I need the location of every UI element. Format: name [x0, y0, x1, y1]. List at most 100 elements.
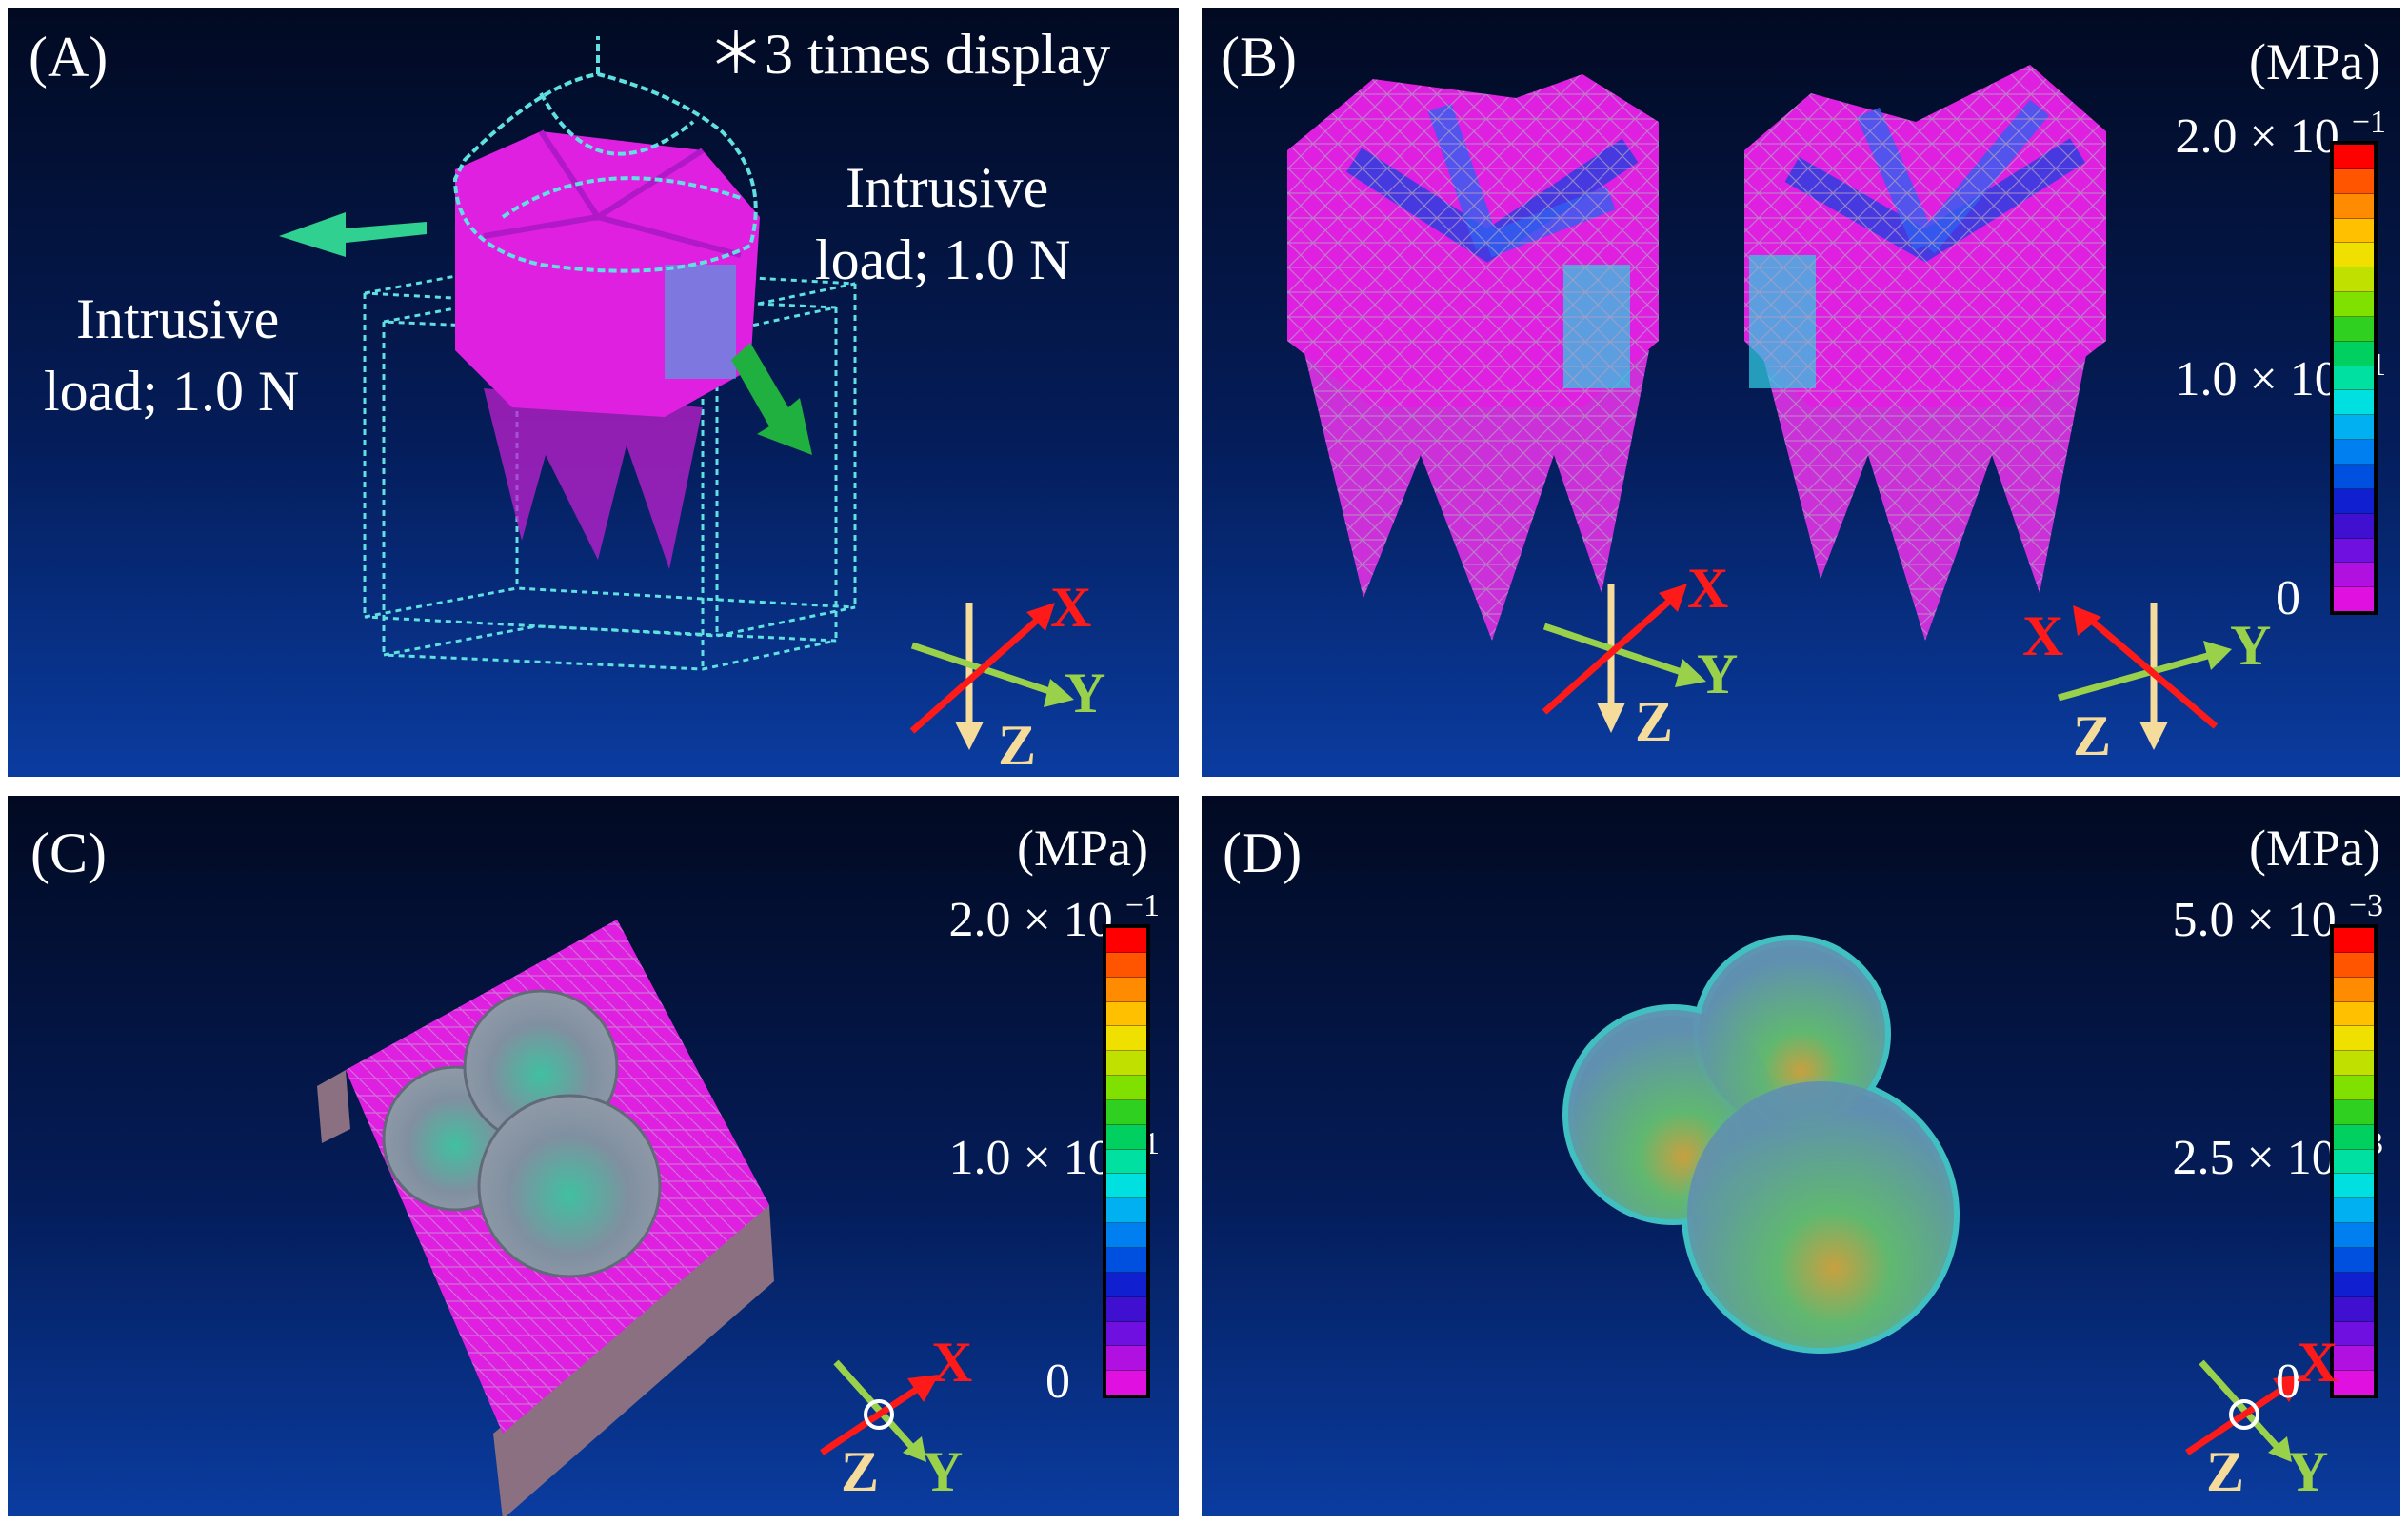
colorbar-segment — [1106, 1198, 1146, 1224]
panel-b-unit: (MPa) — [2249, 33, 2380, 90]
alveolar-socket-illustration — [317, 920, 939, 1516]
panel-b-label: (B) — [1221, 26, 1297, 89]
colorbar-segment — [2334, 292, 2374, 317]
load-label-right-line2: load; 1.0 N — [815, 228, 1071, 291]
tooth-model — [455, 129, 760, 569]
axis-y-label-b-left: Y — [1697, 643, 1739, 705]
panel-d-tick-zero: 0 — [2276, 1355, 2300, 1409]
colorbar-segment — [2334, 1149, 2374, 1175]
colorbar-segment — [2334, 267, 2374, 293]
colorbar-segment — [2334, 1026, 2374, 1052]
axes-triad-c — [820, 1359, 939, 1462]
colorbar-segment — [2334, 1076, 2374, 1100]
colorbar-segment — [2334, 415, 2374, 441]
colorbar-segment — [1106, 1099, 1146, 1125]
colorbar-segment — [1106, 1346, 1146, 1372]
colorbar-segment — [2334, 1247, 2374, 1273]
axis-x-label-b-right: X — [2022, 604, 2064, 667]
colorbar-segment — [1106, 1321, 1146, 1347]
colorbar-segment — [1106, 1076, 1146, 1100]
axes-triad-b-left — [1542, 584, 1706, 733]
colorbar-segment — [1106, 952, 1146, 978]
tooth-model-right — [1744, 65, 2106, 641]
load-label-right-line1: Intrusive — [846, 156, 1049, 219]
load-label-left-line1: Intrusive — [76, 287, 280, 350]
crown-wireframe — [452, 36, 758, 273]
axis-x-label-d: X — [2297, 1331, 2338, 1394]
tooth-model-left — [1287, 74, 1659, 641]
colorbar-segment — [2334, 366, 2374, 391]
axis-x-label-c: X — [931, 1331, 973, 1394]
colorbar-segment — [2334, 977, 2374, 1002]
tooth-wireframe-illustration — [279, 36, 1074, 750]
bone-block-model — [317, 920, 774, 1516]
axis-y-label-d: Y — [2287, 1440, 2329, 1503]
panel-a-label: (A) — [29, 26, 109, 89]
colorbar-segment — [2334, 464, 2374, 489]
colorbar-segment — [2334, 1124, 2374, 1150]
panel-c-colorbar — [1103, 924, 1150, 1398]
axis-z-label-b-left: Z — [1635, 690, 1674, 753]
periodontal-stress-illustration — [1287, 65, 2232, 750]
axis-x-label-a: X — [1050, 576, 1092, 639]
colorbar-segment — [2334, 243, 2374, 268]
colorbar-segment — [2334, 1198, 2374, 1224]
panel-c-unit: (MPa) — [1017, 820, 1148, 877]
colorbar-segment — [2334, 488, 2374, 514]
socket-stress-illustration — [1562, 935, 2304, 1462]
colorbar-segment — [2334, 1001, 2374, 1027]
colorbar-segment — [2334, 341, 2374, 366]
load-arrow-left — [279, 212, 427, 257]
colorbar-segment — [2334, 928, 2374, 953]
colorbar-segment — [1106, 1296, 1146, 1322]
panel-b-colorbar — [2330, 141, 2378, 615]
panel-c-tick-max: 2.0 × 10 −1 — [948, 888, 1160, 947]
panel-d: (D) (MPa) 5.0 × 10 −3 2.5 × 10 −3 0 X Y … — [1202, 796, 2400, 1516]
colorbar-segment — [2334, 1296, 2374, 1322]
axis-y-label-c: Y — [922, 1440, 964, 1503]
socket-model — [1562, 935, 1960, 1354]
colorbar-segment — [1106, 1247, 1146, 1273]
colorbar-segment — [2334, 1174, 2374, 1199]
colorbar-segment — [2334, 390, 2374, 416]
colorbar-segment — [1106, 1223, 1146, 1248]
colorbar-segment — [2334, 587, 2374, 612]
colorbar-segment — [2334, 563, 2374, 588]
colorbar-segment — [2334, 1099, 2374, 1125]
panel-d-colorbar — [2330, 924, 2378, 1398]
panel-c: (C) (MPa) 2.0 × 10 −1 1.0 × 10 −1 0 X Y … — [8, 796, 1179, 1516]
colorbar-segment — [2334, 145, 2374, 169]
colorbar-segment — [2334, 316, 2374, 342]
panel-a: (A) ＊3 times display Intrusive load; 1.0… — [8, 8, 1179, 777]
colorbar-segment — [2334, 952, 2374, 978]
colorbar-segment — [2334, 1371, 2374, 1395]
display-scale-note: ＊3 times display — [707, 23, 1111, 86]
colorbar-segment — [1106, 1051, 1146, 1077]
colorbar-segment — [2334, 218, 2374, 244]
colorbar-segment — [1106, 1371, 1146, 1395]
colorbar-segment — [2334, 1272, 2374, 1297]
axes-triad-a — [909, 603, 1074, 750]
load-label-left-line2: load; 1.0 N — [44, 360, 300, 423]
axis-x-label-b-left: X — [1687, 557, 1729, 620]
colorbar-segment — [2334, 193, 2374, 219]
axis-z-label-a: Z — [998, 714, 1037, 777]
panel-d-tick-max: 5.0 × 10 −3 — [2172, 888, 2383, 947]
panel-d-unit: (MPa) — [2249, 820, 2380, 877]
axes-triad-b-right — [2058, 603, 2232, 750]
colorbar-segment — [1106, 1026, 1146, 1052]
panel-b-tick-max: 2.0 × 10 −1 — [2175, 105, 2386, 164]
colorbar-segment — [1106, 928, 1146, 953]
axis-z-label-d: Z — [2206, 1440, 2245, 1503]
panel-b-tick-zero: 0 — [2276, 571, 2300, 625]
colorbar-segment — [2334, 1051, 2374, 1077]
panel-b: (B) (MPa) 2.0 × 10 −1 1.0 × 10 −1 0 X Y … — [1202, 8, 2400, 777]
axis-z-label-c: Z — [841, 1440, 880, 1503]
panel-c-label: (C) — [30, 821, 107, 884]
colorbar-segment — [1106, 1001, 1146, 1027]
colorbar-segment — [2334, 440, 2374, 465]
colorbar-segment — [1106, 1272, 1146, 1297]
colorbar-segment — [1106, 1149, 1146, 1175]
axes-triad-d — [2185, 1359, 2304, 1462]
colorbar-segment — [1106, 977, 1146, 1002]
